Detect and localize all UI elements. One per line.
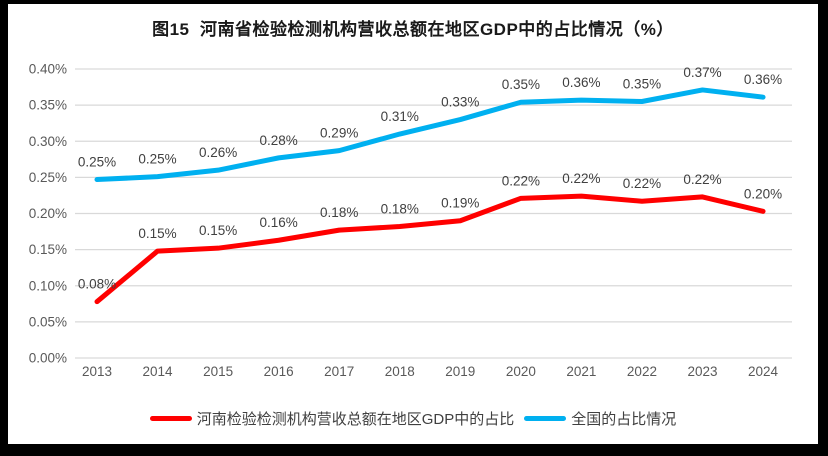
legend-label-national: 全国的占比情况 (571, 411, 677, 428)
x-tick-label: 2013 (82, 364, 112, 379)
data-label: 0.19% (441, 196, 479, 211)
legend-label-henan: 河南检验检测机构营收总额在地区GDP中的占比 (196, 411, 515, 428)
x-tick-label: 2014 (143, 364, 174, 379)
data-label: 0.18% (381, 202, 419, 217)
legend-item-henan: 河南检验检测机构营收总额在地区GDP中的占比 (149, 408, 515, 429)
x-tick-label: 2016 (264, 364, 294, 379)
x-tick-label: 2017 (324, 364, 354, 379)
data-label: 0.36% (562, 75, 600, 90)
data-label: 0.26% (199, 145, 237, 160)
data-label: 0.22% (562, 171, 600, 186)
y-tick-label: 0.35% (29, 98, 67, 113)
y-tick-label: 0.00% (29, 351, 67, 366)
data-label: 0.22% (623, 176, 661, 191)
series-line-0 (94, 193, 766, 305)
legend-swatch-henan (149, 416, 192, 421)
y-tick-label: 0.20% (29, 206, 67, 221)
legend-swatch-national (524, 416, 567, 421)
y-tick-label: 0.15% (29, 242, 67, 257)
chart-title: 图15 河南省检验检测机构营收总额在地区GDP中的占比情况（%） (152, 20, 674, 39)
x-tick-label: 2024 (748, 364, 779, 379)
data-label: 0.25% (78, 155, 116, 170)
data-label: 0.33% (441, 95, 479, 110)
series-line-1 (94, 87, 766, 183)
x-tick-label: 2023 (687, 364, 717, 379)
data-label: 0.15% (199, 223, 237, 238)
chart-canvas: 0.00% 0.05% 0.10% 0.15% 0.20% 0.25% 0.30% 0.35%… (29, 62, 792, 379)
y-tick-label: 0.10% (29, 278, 67, 293)
data-label: 0.37% (683, 65, 721, 80)
y-tick-label: 0.30% (29, 134, 67, 149)
x-tick-label: 2022 (627, 364, 657, 379)
data-label: 0.28% (260, 133, 298, 148)
y-tick-label: 0.05% (29, 314, 67, 329)
data-label: 0.31% (381, 109, 419, 124)
x-tick-label: 2020 (506, 364, 536, 379)
data-label: 0.16% (260, 215, 298, 230)
data-label: 0.22% (683, 172, 721, 187)
legend: 河南检验检测机构营收总额在地区GDP中的占比 全国的占比情况 (8, 408, 818, 429)
data-label: 0.36% (744, 72, 782, 87)
chart-panel: 图15 河南省检验检测机构营收总额在地区GDP中的占比情况（%） 0.00% 0.… (8, 4, 818, 444)
data-label: 0.25% (138, 152, 176, 167)
data-label: 0.35% (502, 77, 540, 92)
data-label: 0.18% (320, 205, 358, 220)
data-label: 0.15% (138, 226, 176, 241)
x-tick-label: 2021 (566, 364, 596, 379)
y-tick-label: 0.25% (29, 170, 67, 185)
x-tick-label: 2019 (445, 364, 475, 379)
data-label: 0.35% (623, 77, 661, 92)
x-tick-label: 2015 (203, 364, 233, 379)
data-label: 0.29% (320, 126, 358, 141)
data-label: 0.22% (502, 173, 540, 188)
x-tick-label: 2018 (385, 364, 415, 379)
y-tick-label: 0.40% (29, 62, 67, 77)
legend-item-national: 全国的占比情况 (524, 408, 676, 429)
data-label: 0.20% (744, 186, 782, 201)
data-label: 0.08% (78, 277, 116, 292)
